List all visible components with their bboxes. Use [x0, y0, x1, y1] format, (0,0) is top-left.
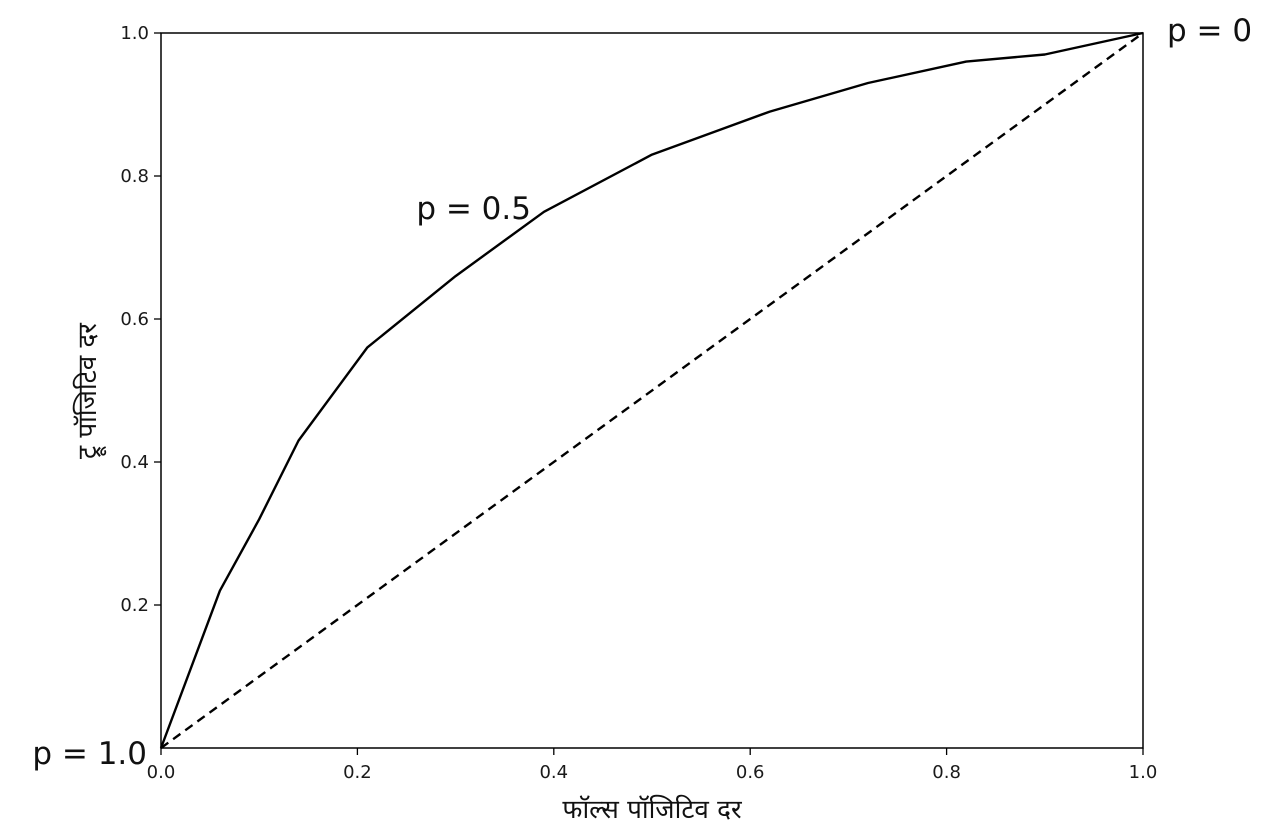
- roc-curve-line: [159, 31, 1144, 749]
- x-tick-label: 0.6: [736, 762, 765, 783]
- x-tick-label: 0.0: [147, 762, 176, 783]
- plot-frame: [160, 32, 1144, 749]
- chance-diagonal-line: [160, 32, 1144, 749]
- y-axis-label: ट्रू पॉजिटिव दर: [72, 322, 107, 459]
- x-tick-label: 0.8: [932, 762, 961, 783]
- series-layer: [159, 31, 1144, 749]
- x-tick-label: 1.0: [1129, 762, 1158, 783]
- threshold-annotation: p = 0: [1167, 13, 1252, 49]
- y-tick-label: 0.6: [120, 309, 149, 330]
- labels-layer: फॉल्स पॉजिटिव दर ट्रू पॉजिटिव दर: [72, 322, 743, 825]
- y-tick-label: 0.4: [120, 452, 149, 473]
- y-tick-label: 0.8: [120, 166, 149, 187]
- x-axis-label: फॉल्स पॉजिटिव दर: [562, 794, 743, 825]
- threshold-annotation: p = 1.0: [32, 736, 147, 772]
- axis-ticks: 0.0 0.2 0.4 0.6 0.8 1.0 0.2 0.4 0.6 0.8 1.0: [120, 23, 1157, 783]
- threshold-annotation: p = 0.5: [416, 191, 531, 227]
- x-tick-label: 0.2: [343, 762, 372, 783]
- x-tick-label: 0.4: [539, 762, 568, 783]
- plot-area: [160, 32, 1144, 749]
- annotations-layer: p = 1.0 p = 0.5 p = 0: [32, 13, 1252, 772]
- y-tick-label: 1.0: [120, 23, 149, 44]
- y-tick-label: 0.2: [120, 595, 149, 616]
